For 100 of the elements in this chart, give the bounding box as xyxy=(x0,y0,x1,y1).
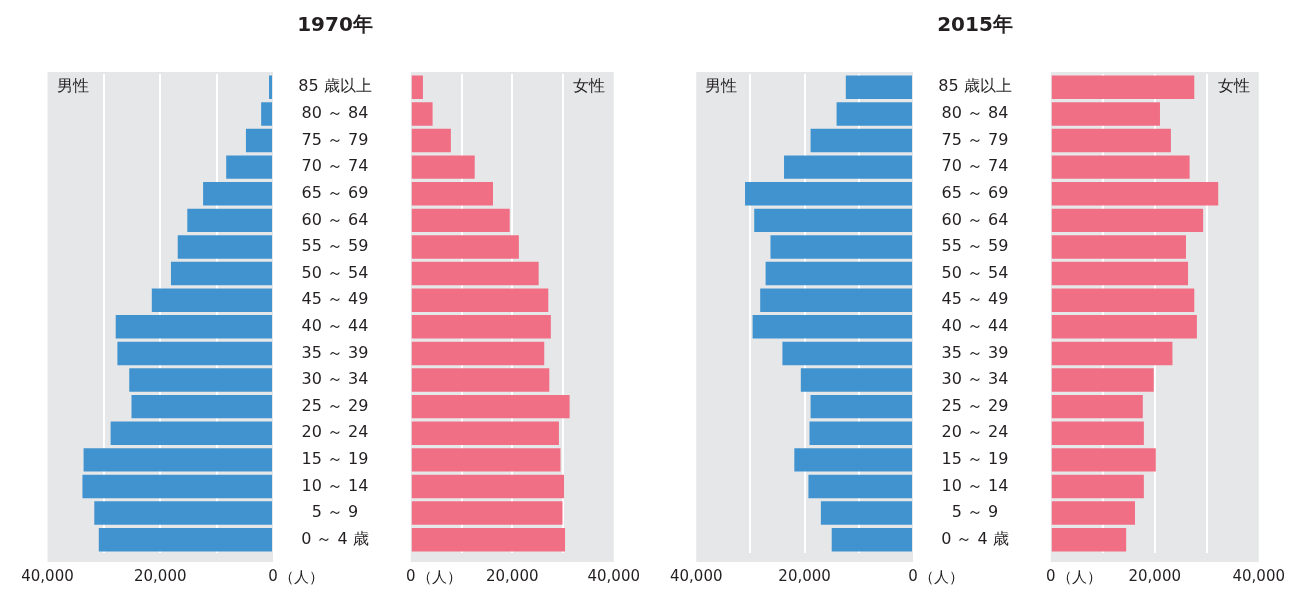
bar xyxy=(1051,421,1144,445)
y-tick-label: 15 ～ 19 xyxy=(301,449,369,469)
bar xyxy=(809,421,912,445)
bar xyxy=(82,474,272,499)
series-label: 女性 xyxy=(1217,76,1250,96)
bar xyxy=(411,102,433,126)
y-tick-label: 65 ～ 69 xyxy=(301,182,369,202)
bar xyxy=(760,288,912,312)
y-tick-label: 20 ～ 24 xyxy=(941,422,1009,442)
bar xyxy=(411,341,545,366)
x-tick-label: 0 xyxy=(268,566,278,585)
bar xyxy=(411,448,561,472)
bar xyxy=(151,288,272,312)
bar xyxy=(784,155,912,179)
bar xyxy=(411,208,510,233)
y-tick-label: 65 ～ 69 xyxy=(941,182,1009,202)
text: 女性 xyxy=(572,76,605,96)
bar xyxy=(800,368,912,392)
x-tick-label: 20,000 xyxy=(778,566,831,585)
bar xyxy=(177,235,272,259)
bar xyxy=(1051,102,1160,126)
y-tick-label: 45 ～ 49 xyxy=(301,289,369,309)
y-tick-label: 80 ～ 84 xyxy=(301,103,369,123)
x-tick-label: 40,000 xyxy=(669,566,723,585)
text: 1970年 xyxy=(297,12,373,36)
text: 男性 xyxy=(705,76,738,96)
x-tick-label: 40,000 xyxy=(21,566,74,585)
bar xyxy=(810,394,912,419)
bar xyxy=(131,394,272,419)
bar xyxy=(411,155,475,179)
y-tick-label: 20 ～ 24 xyxy=(301,422,369,442)
y-tick-label: 50 ～ 54 xyxy=(941,262,1009,282)
bar xyxy=(170,261,272,286)
y-tick-label: 55 ～ 59 xyxy=(941,236,1009,256)
bar xyxy=(411,474,565,499)
y-tick-label: 25 ～ 29 xyxy=(301,395,369,415)
bar xyxy=(411,527,566,552)
bar xyxy=(1051,501,1136,525)
x-tick-label: 20,000 xyxy=(1128,566,1182,585)
y-tick-label: 10 ～ 14 xyxy=(941,475,1009,495)
bar xyxy=(808,474,912,499)
bar xyxy=(782,341,912,366)
bar xyxy=(745,182,912,206)
y-tick-label: 25 ～ 29 xyxy=(941,395,1009,415)
bar xyxy=(765,261,912,286)
bar xyxy=(261,102,272,126)
x-axis-title: （人） xyxy=(279,567,324,586)
bar xyxy=(845,75,912,100)
bar xyxy=(1051,182,1219,206)
y-tick-label: 35 ～ 39 xyxy=(941,342,1009,362)
bar xyxy=(1051,155,1190,179)
bar xyxy=(411,368,550,392)
y-tick-label: 75 ～ 79 xyxy=(301,129,369,149)
y-tick-label: 30 ～ 34 xyxy=(941,369,1009,389)
bar xyxy=(754,208,912,233)
y-tick-label: 60 ～ 64 xyxy=(941,209,1009,229)
bar xyxy=(187,208,272,233)
y-tick-label: 80 ～ 84 xyxy=(941,103,1009,123)
bar xyxy=(110,421,272,445)
bar xyxy=(411,315,551,339)
x-axis-title: （人） xyxy=(416,567,462,586)
y-tick-label: 85 歳以上 xyxy=(298,76,372,96)
y-tick-label: 40 ～ 44 xyxy=(301,315,369,335)
x-tick-label: 40,000 xyxy=(587,566,641,585)
x-tick-label: 0 xyxy=(1046,566,1056,585)
bar xyxy=(411,128,451,153)
y-tick-label: 0 ～ 4 歳 xyxy=(941,528,1009,548)
bar xyxy=(831,527,912,552)
bar xyxy=(245,128,272,153)
bar xyxy=(411,421,559,445)
x-tick-label: 40,000 xyxy=(1232,566,1286,585)
bar xyxy=(1051,261,1189,286)
bar xyxy=(810,128,912,153)
y-tick-label: 10 ～ 14 xyxy=(301,475,369,495)
bar xyxy=(94,501,272,525)
y-tick-label: 45 ～ 49 xyxy=(941,289,1009,309)
bar xyxy=(411,288,549,312)
y-tick-label: 40 ～ 44 xyxy=(941,315,1009,335)
bar xyxy=(117,341,272,366)
bar xyxy=(411,501,563,525)
bar xyxy=(1051,394,1143,419)
bar xyxy=(836,102,912,126)
x-axis-title: （人） xyxy=(919,567,964,586)
y-tick-label: 75 ～ 79 xyxy=(941,129,1009,149)
y-tick-label: 5 ～ 9 xyxy=(951,502,999,522)
bar xyxy=(1051,474,1144,499)
bar xyxy=(203,182,272,206)
y-tick-label: 55 ～ 59 xyxy=(301,236,369,256)
y-tick-label: 15 ～ 19 xyxy=(941,449,1009,469)
bar xyxy=(411,75,423,100)
bar xyxy=(1051,527,1127,552)
bar xyxy=(1051,208,1204,233)
bar xyxy=(1051,448,1156,472)
bar xyxy=(1051,75,1195,100)
bar xyxy=(269,75,272,100)
bar xyxy=(115,315,272,339)
y-tick-label: 60 ～ 64 xyxy=(301,209,369,229)
y-tick-label: 70 ～ 74 xyxy=(941,156,1009,176)
y-tick-label: 50 ～ 54 xyxy=(301,262,369,282)
text: 2015年 xyxy=(937,12,1013,36)
